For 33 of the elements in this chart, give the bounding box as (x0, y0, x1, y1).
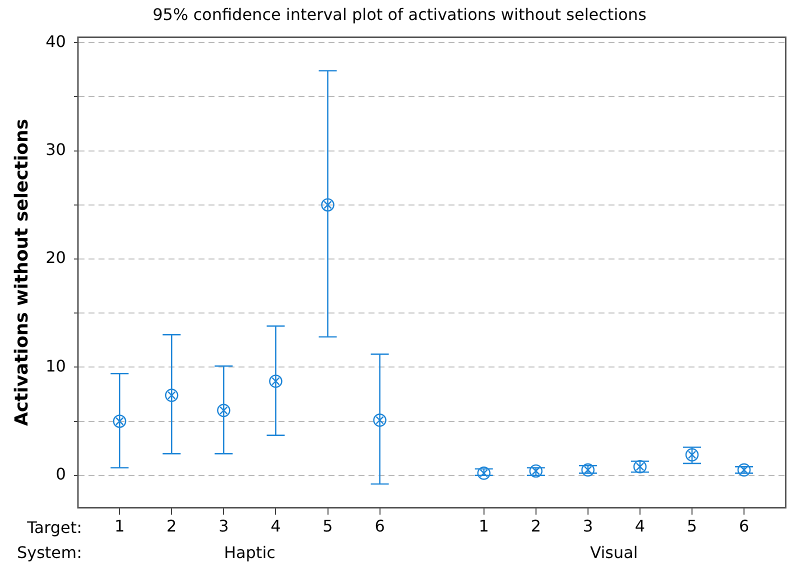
point (737, 463, 751, 477)
x-tick-label: 1 (478, 516, 489, 536)
x-tick-label: 6 (374, 516, 385, 536)
y-tick-label: 10 (46, 356, 66, 376)
y-axis-title: Activations without selections (11, 118, 32, 426)
text: Haptic (224, 542, 276, 562)
y-tick-label: 30 (46, 140, 66, 159)
y-tick-label: 20 (46, 248, 66, 268)
y-tick-label: 40 (46, 32, 66, 51)
x-tick-label: 5 (686, 516, 698, 536)
point (112, 414, 126, 428)
x-tick-label: 3 (218, 516, 229, 536)
chart-title: 95% confidence interval plot of activations without selections (152, 4, 646, 24)
x-tick-label: 1 (114, 516, 125, 536)
y-tick-label: 0 (56, 464, 66, 484)
x-tick-label: 3 (582, 516, 594, 536)
point (529, 464, 543, 478)
point (373, 414, 386, 427)
x-tick-label: 2 (166, 516, 177, 536)
x-tick-label: 6 (738, 516, 750, 536)
x-tick-label: 4 (270, 516, 281, 536)
x-tick-label: 4 (634, 516, 646, 536)
point (217, 404, 230, 418)
point (477, 466, 491, 480)
text: Target: (26, 518, 82, 537)
point (164, 388, 178, 402)
point (321, 198, 334, 212)
x-tick-label: 5 (322, 516, 333, 536)
text: Visual (590, 542, 638, 562)
text: System: (16, 542, 82, 562)
x-tick-label: 2 (530, 516, 542, 536)
point (269, 374, 282, 388)
point (581, 463, 595, 477)
